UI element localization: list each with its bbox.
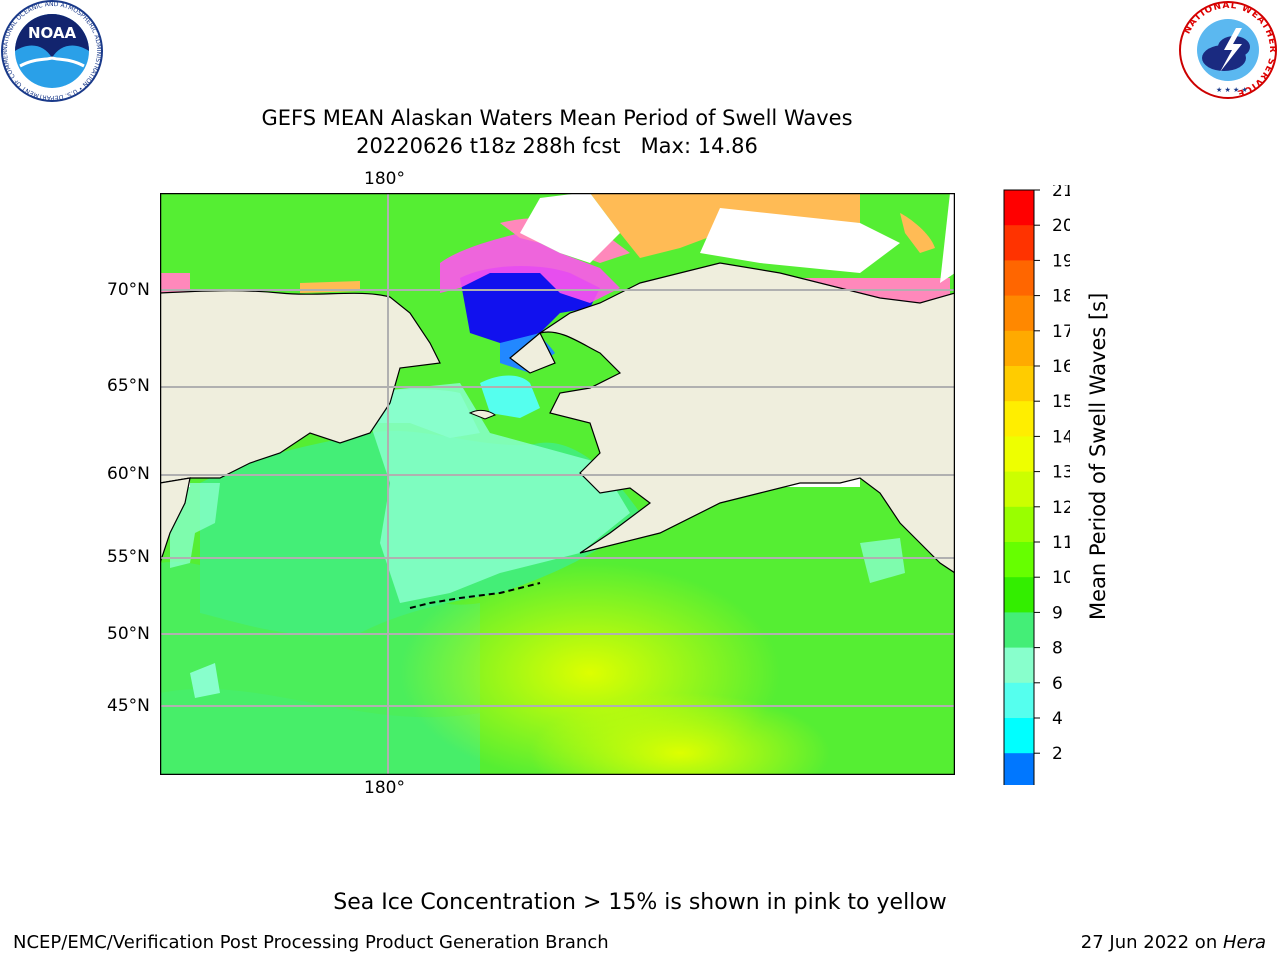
- footer-date-text: 27 Jun 2022 on: [1080, 932, 1223, 953]
- aleutian-islands: [409, 582, 541, 609]
- noaa-logo: NATIONAL OCEANIC AND ATMOSPHERIC ADMINIS…: [0, 0, 103, 102]
- lat-label-60: 60°N: [107, 464, 150, 484]
- lon-label-bottom: 180°: [364, 778, 405, 798]
- colorbar-segment: [1004, 647, 1034, 684]
- footer-host: Hera: [1222, 932, 1266, 953]
- colorbar-segment: [1004, 260, 1034, 297]
- map-panel: [160, 193, 955, 775]
- colorbar-segment: [1004, 330, 1034, 367]
- colorbar-tick-label: 8: [1052, 639, 1063, 659]
- colorbar-tick-label: 16: [1052, 357, 1070, 377]
- colorbar-tick-label: 12: [1052, 498, 1070, 518]
- colorbar-tick-label: 19: [1052, 251, 1070, 271]
- colorbar-tick-label: 15: [1052, 392, 1070, 412]
- colorbar-tick-label: 13: [1052, 463, 1070, 483]
- colorbar-segment: [1004, 436, 1034, 473]
- footer-date: 27 Jun 2022 on Hera: [1081, 932, 1266, 953]
- chart-subtitle: 20220626 t18z 288h fcst Max: 14.86: [356, 134, 758, 158]
- colorbar-tick-label: 2: [1052, 744, 1063, 764]
- colorbar-tick-label: 10: [1052, 568, 1070, 588]
- colorbar-tick-label: 11: [1052, 533, 1070, 553]
- colorbar-tick-label: 6: [1052, 674, 1063, 694]
- colorbar-segment: [1004, 542, 1034, 578]
- colorbar-segment: [1004, 366, 1034, 402]
- colorbar-tick-label: 17: [1052, 322, 1070, 342]
- lat-label-45: 45°N: [107, 696, 150, 716]
- graticule: [160, 193, 955, 775]
- colorbar: 21 20 19 18 17 16 15 14 13 12 11 10 9 8 6 4 2: [1003, 185, 1070, 785]
- lon-label-top: 180°: [364, 169, 405, 189]
- colorbar-segment: [1004, 190, 1034, 226]
- colorbar-tick-label: 9: [1052, 603, 1063, 623]
- colorbar-segment: [1004, 753, 1034, 785]
- lat-label-55: 55°N: [107, 547, 150, 567]
- sea-ice-note: Sea Ice Concentration > 15% is shown in …: [333, 890, 947, 915]
- colorbar-segment: [1004, 612, 1034, 649]
- map-frame: [160, 193, 955, 775]
- colorbar-segment: [1004, 295, 1034, 332]
- colorbar-segment: [1004, 471, 1034, 508]
- chart-title: GEFS MEAN Alaskan Waters Mean Period of …: [261, 106, 853, 130]
- footer-branch: NCEP/EMC/Verification Post Processing Pr…: [13, 932, 609, 953]
- colorbar-segment: [1004, 682, 1034, 719]
- lat-label-65: 65°N: [107, 376, 150, 396]
- colorbar-frame: [1003, 189, 1035, 785]
- colorbar-segment: [1004, 506, 1034, 543]
- colorbar-segment: [1004, 401, 1034, 437]
- noaa-logo-text: NOAA: [28, 24, 77, 42]
- colorbar-tick-label: 21: [1052, 185, 1070, 201]
- colorbar-tick-label: 20: [1052, 216, 1070, 236]
- alaska-land: [539, 262, 955, 574]
- colorbar-segment: [1004, 718, 1034, 754]
- lat-label-50: 50°N: [107, 624, 150, 644]
- nws-logo: NATIONAL WEATHER SERVICE ★ ★ ★ ★: [1179, 1, 1277, 99]
- colorbar-tick-label: 18: [1052, 287, 1070, 307]
- colorbar-tick-label: 4: [1052, 709, 1063, 729]
- svg-text:★ ★ ★ ★: ★ ★ ★ ★: [1216, 86, 1248, 94]
- colorbar-tick-label: 14: [1052, 427, 1070, 447]
- lat-label-70: 70°N: [107, 280, 150, 300]
- colorbar-title: Mean Period of Swell Waves [s]: [1086, 292, 1110, 620]
- colorbar-segment: [1004, 225, 1034, 261]
- colorbar-segment: [1004, 577, 1034, 613]
